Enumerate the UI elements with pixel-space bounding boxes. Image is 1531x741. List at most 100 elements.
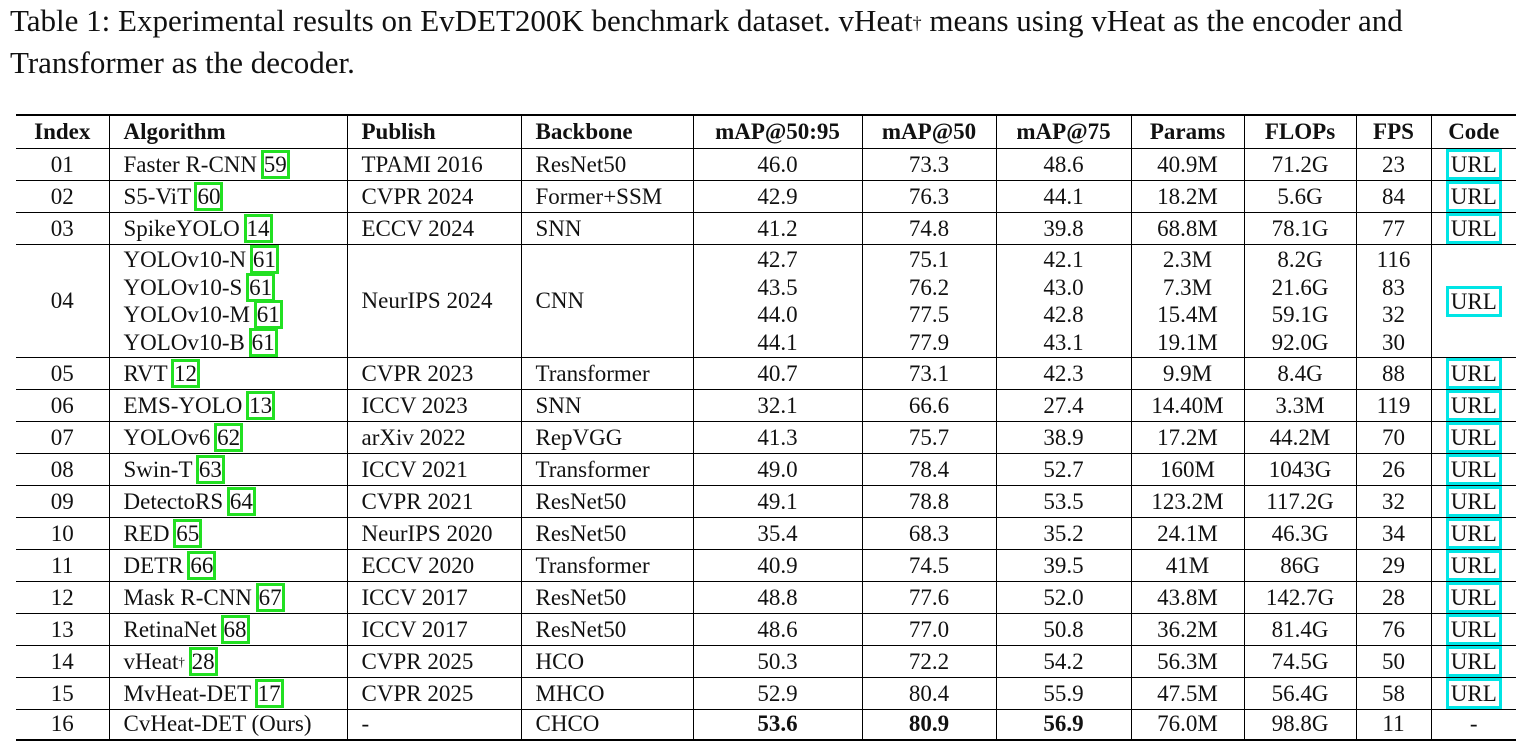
col-header-fps: FPS bbox=[1355, 115, 1431, 149]
code-url-link[interactable]: URL bbox=[1445, 213, 1502, 244]
cell-publish: ICCV 2017 bbox=[346, 581, 521, 614]
cell-params: 41M bbox=[1130, 549, 1244, 582]
cell-fps: 119 bbox=[1355, 389, 1431, 422]
cell-map75: 38.9 bbox=[995, 421, 1131, 454]
cell-map50-value: 76.2 bbox=[908, 274, 950, 300]
code-url-link[interactable]: URL bbox=[1445, 285, 1502, 317]
citation-link[interactable]: 12 bbox=[171, 358, 200, 388]
code-url-link[interactable]: URL bbox=[1445, 614, 1502, 645]
code-url-link[interactable]: URL bbox=[1445, 390, 1502, 421]
cell-flops-value: 8.2G bbox=[1277, 247, 1323, 272]
cell-algorithm: S5-ViT 60 bbox=[108, 180, 347, 213]
code-url-link[interactable]: URL bbox=[1445, 422, 1502, 453]
table-row: 04 YOLOv10-N 61 YOLOv10-S 61 YOLOv10-M 61 YO… bbox=[16, 244, 1516, 358]
col-header-params: Params bbox=[1130, 115, 1244, 149]
algorithm-name: YOLOv6 bbox=[123, 424, 217, 450]
cell-flops: 8.2G 21.6G 59.1G 92.0G bbox=[1243, 244, 1356, 358]
algorithm-name: S5-ViT bbox=[123, 183, 197, 209]
cell-algorithm: Swin-T 63 bbox=[108, 453, 347, 486]
code-url-link[interactable]: URL bbox=[1445, 149, 1502, 180]
cell-index: 10 bbox=[50, 520, 74, 546]
cell-backbone: CHCO bbox=[520, 709, 693, 740]
cell-map75: 52.7 bbox=[995, 453, 1131, 486]
cell-map75: 39.5 bbox=[995, 549, 1131, 582]
algorithm-name: Faster R-CNN bbox=[123, 151, 263, 177]
code-url-link[interactable]: URL bbox=[1445, 486, 1502, 517]
algorithm-variant: YOLOv10-B 61 bbox=[123, 327, 347, 357]
best-value: 56.9 bbox=[1043, 711, 1084, 737]
cell-code: URL bbox=[1430, 517, 1516, 550]
code-url-link[interactable]: URL bbox=[1445, 518, 1502, 549]
algorithm-variant: YOLOv10-M 61 bbox=[124, 300, 347, 329]
citation-link[interactable]: 28 bbox=[188, 646, 218, 676]
code-url-link[interactable]: URL bbox=[1445, 358, 1502, 389]
table-row: 06 EMS-YOLO 13 ICCV 2023 SNN 32.1 66.6 27.4 14.… bbox=[16, 389, 1516, 422]
algorithm-name: YOLOv10-N bbox=[123, 247, 252, 272]
citation-link[interactable]: 61 bbox=[249, 245, 279, 274]
cell-backbone: RepVGG bbox=[520, 421, 693, 454]
citation-link[interactable]: 67 bbox=[255, 582, 285, 612]
cell-params: 160M bbox=[1130, 453, 1244, 486]
cell-map50: 78.4 bbox=[861, 453, 996, 486]
code-url-link[interactable]: URL bbox=[1445, 550, 1502, 581]
table-row: 07 YOLOv6 62 arXiv 2022 RepVGG 41.3 75.7 38.9 1… bbox=[16, 421, 1516, 454]
code-url-link[interactable]: URL bbox=[1445, 646, 1502, 677]
cell-algorithm: vHeat† 28 bbox=[108, 645, 347, 678]
citation-link[interactable]: 64 bbox=[226, 486, 256, 516]
cell-map75-value: 43.0 bbox=[1043, 274, 1084, 300]
citation-link[interactable]: 68 bbox=[220, 614, 250, 644]
code-url-link[interactable]: URL bbox=[1445, 181, 1502, 212]
cell-params: 40.9M bbox=[1130, 148, 1244, 181]
cell-flops: 142.7G bbox=[1243, 581, 1356, 614]
citation-link[interactable]: 63 bbox=[195, 454, 225, 484]
cell-map50: 74.5 bbox=[861, 549, 996, 582]
cell-fps: 23 bbox=[1355, 148, 1431, 181]
cell-map50-value: 75.1 bbox=[908, 247, 950, 272]
citation-link[interactable]: 17 bbox=[254, 678, 284, 708]
table-row: 08 Swin-T 63 ICCV 2021 Transformer 49.0 78.4 5… bbox=[16, 453, 1516, 486]
cell-backbone: SNN bbox=[520, 212, 693, 245]
cell-map75-value: 42.8 bbox=[1043, 302, 1084, 327]
cell-flops: 44.2M bbox=[1243, 421, 1356, 454]
cell-algorithm: EMS-YOLO 13 bbox=[108, 389, 347, 422]
cell-publish: CVPR 2025 bbox=[346, 645, 521, 678]
citation-link[interactable]: 62 bbox=[214, 422, 244, 452]
cell-flops: 71.2G bbox=[1243, 148, 1356, 181]
cell-fps: 70 bbox=[1355, 421, 1431, 454]
citation-link[interactable]: 60 bbox=[194, 181, 224, 211]
code-url-link[interactable]: URL bbox=[1445, 454, 1502, 485]
cell-publish: ECCV 2024 bbox=[346, 212, 521, 245]
citation-link[interactable]: 13 bbox=[246, 390, 276, 420]
col-header-algorithm: Algorithm bbox=[108, 115, 347, 149]
citation-link[interactable]: 66 bbox=[187, 550, 217, 580]
cell-flops: 81.4G bbox=[1243, 613, 1356, 646]
cell-map5095: 50.3 bbox=[692, 645, 862, 678]
code-url-link[interactable]: URL bbox=[1445, 582, 1502, 613]
algorithm-name: YOLOv10-B bbox=[123, 329, 251, 355]
citation-link[interactable]: 61 bbox=[253, 300, 283, 329]
table-row: 03 SpikeYOLO 14 ECCV 2024 SNN 41.2 74.8 39.8 68… bbox=[16, 212, 1516, 245]
citation-link[interactable]: 14 bbox=[243, 213, 273, 243]
code-url-link[interactable]: URL bbox=[1445, 678, 1502, 709]
cell-fps: 28 bbox=[1355, 581, 1431, 614]
cell-code: URL bbox=[1430, 421, 1516, 454]
cell-flops: 78.1G bbox=[1243, 212, 1356, 245]
citation-link[interactable]: 59 bbox=[260, 149, 290, 179]
cell-code: - bbox=[1430, 709, 1516, 740]
table-row: 14 vHeat† 28 CVPR 2025 HCO 50.3 72.2 54.2 56.3M… bbox=[16, 645, 1516, 678]
cell-publish: ECCV 2020 bbox=[346, 549, 521, 582]
citation-link[interactable]: 65 bbox=[173, 518, 203, 548]
citation-link[interactable]: 61 bbox=[248, 327, 278, 357]
cell-fps: 84 bbox=[1355, 180, 1431, 213]
caption-text-after: means using vHeat as the encoder and Tra… bbox=[10, 3, 1403, 80]
cell-fps: 32 bbox=[1355, 485, 1431, 518]
cell-index: 03 bbox=[50, 215, 74, 241]
cell-map5095: 35.4 bbox=[692, 517, 862, 550]
cell-fps: 116 83 32 30 bbox=[1355, 244, 1431, 358]
citation-link[interactable]: 61 bbox=[246, 272, 276, 302]
cell-map5095: 53.6 bbox=[692, 709, 862, 740]
cell-params-value: 2.3M bbox=[1162, 247, 1213, 272]
table-row: 16 CvHeat-DET (Ours) - CHCO 53.6 80.9 56.9 76.0… bbox=[16, 709, 1516, 740]
cell-algorithm: Faster R-CNN 59 bbox=[108, 148, 347, 181]
cell-code: URL bbox=[1430, 485, 1516, 518]
